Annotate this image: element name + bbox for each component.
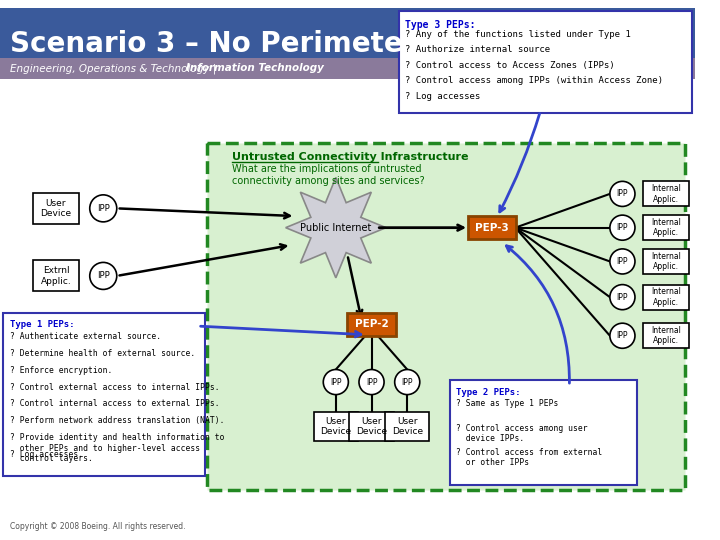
- Text: ? Provide identity and health information to
  other PEPs and to higher-level ac: ? Provide identity and health informatio…: [9, 433, 224, 463]
- Text: IPP: IPP: [616, 293, 628, 302]
- Text: ? Control external access to internal IPPs.: ? Control external access to internal IP…: [9, 382, 220, 392]
- Text: ? Control access among IPPs (within Access Zone): ? Control access among IPPs (within Acce…: [405, 76, 663, 85]
- FancyBboxPatch shape: [399, 11, 692, 113]
- Text: User
Device: User Device: [320, 417, 351, 436]
- FancyBboxPatch shape: [3, 313, 204, 476]
- FancyBboxPatch shape: [643, 323, 689, 348]
- Text: What are the implications of untrusted
connectivity among sites and services?: What are the implications of untrusted c…: [232, 164, 424, 186]
- Text: Internal
Applic.: Internal Applic.: [651, 326, 681, 346]
- Polygon shape: [286, 178, 386, 278]
- Circle shape: [90, 262, 117, 289]
- Text: ? Authorize internal source: ? Authorize internal source: [405, 45, 550, 55]
- Text: Scenario 3 – No Perimeter: Scenario 3 – No Perimeter: [9, 30, 416, 58]
- Text: User
Device: User Device: [40, 199, 71, 218]
- FancyBboxPatch shape: [314, 412, 358, 441]
- Text: ? Log accesses.: ? Log accesses.: [9, 450, 83, 459]
- Circle shape: [323, 369, 348, 395]
- Text: Internal
Applic.: Internal Applic.: [651, 287, 681, 307]
- Circle shape: [395, 369, 420, 395]
- Circle shape: [359, 369, 384, 395]
- Text: IPP: IPP: [97, 272, 109, 280]
- FancyBboxPatch shape: [468, 216, 516, 239]
- Text: Internal
Applic.: Internal Applic.: [651, 252, 681, 271]
- FancyBboxPatch shape: [33, 193, 79, 224]
- FancyBboxPatch shape: [643, 215, 689, 240]
- Text: ? Control internal access to external IPPs.: ? Control internal access to external IP…: [9, 400, 220, 408]
- Text: IPP: IPP: [330, 377, 341, 387]
- FancyBboxPatch shape: [643, 249, 689, 274]
- Text: ? Control access among user
  device IPPs.: ? Control access among user device IPPs.: [456, 423, 588, 443]
- FancyBboxPatch shape: [643, 181, 689, 206]
- Text: Extrnl
Applic.: Extrnl Applic.: [40, 266, 71, 286]
- Text: IPP: IPP: [616, 331, 628, 340]
- Text: ? Control access from external
  or other IPPs: ? Control access from external or other …: [456, 448, 603, 467]
- Text: ? Perform network address translation (NAT).: ? Perform network address translation (N…: [9, 416, 224, 426]
- FancyBboxPatch shape: [207, 143, 685, 490]
- Text: User
Device: User Device: [392, 417, 423, 436]
- Text: ? Authenticate external source.: ? Authenticate external source.: [9, 332, 161, 341]
- Text: ? Determine health of external source.: ? Determine health of external source.: [9, 349, 195, 358]
- FancyBboxPatch shape: [349, 412, 394, 441]
- FancyBboxPatch shape: [450, 380, 637, 485]
- Text: IPP: IPP: [97, 204, 109, 213]
- FancyBboxPatch shape: [643, 285, 689, 309]
- Text: Information Technology: Information Technology: [186, 63, 324, 73]
- Text: ? Same as Type 1 PEPs: ? Same as Type 1 PEPs: [456, 400, 559, 408]
- Text: ? Enforce encryption.: ? Enforce encryption.: [9, 366, 112, 375]
- Text: Type 3 PEPs:: Type 3 PEPs:: [405, 20, 476, 30]
- Text: Public Internet: Public Internet: [300, 222, 372, 233]
- Text: IPP: IPP: [402, 377, 413, 387]
- Circle shape: [610, 181, 635, 206]
- Text: ? Any of the functions listed under Type 1: ? Any of the functions listed under Type…: [405, 30, 631, 39]
- FancyBboxPatch shape: [0, 58, 695, 79]
- FancyBboxPatch shape: [33, 260, 79, 292]
- FancyBboxPatch shape: [347, 313, 396, 336]
- Text: Untrusted Connectivity Infrastructure: Untrusted Connectivity Infrastructure: [232, 152, 468, 163]
- Text: IPP: IPP: [616, 190, 628, 198]
- Text: Engineering, Operations & Technology |: Engineering, Operations & Technology |: [9, 63, 219, 73]
- Text: ? Log accesses: ? Log accesses: [405, 92, 480, 100]
- Circle shape: [90, 195, 117, 222]
- Text: IPP: IPP: [366, 377, 377, 387]
- Text: Copyright © 2008 Boeing. All rights reserved.: Copyright © 2008 Boeing. All rights rese…: [9, 522, 185, 531]
- Text: Internal
Applic.: Internal Applic.: [651, 184, 681, 204]
- Text: Internal
Applic.: Internal Applic.: [651, 218, 681, 238]
- Circle shape: [610, 249, 635, 274]
- Text: IPP: IPP: [616, 223, 628, 232]
- Text: Type 2 PEPs:: Type 2 PEPs:: [456, 388, 521, 397]
- Text: ? Control access to Access Zones (IPPs): ? Control access to Access Zones (IPPs): [405, 60, 615, 70]
- Text: PEP-2: PEP-2: [355, 319, 388, 329]
- Circle shape: [610, 323, 635, 348]
- Circle shape: [610, 215, 635, 240]
- Text: User
Device: User Device: [356, 417, 387, 436]
- Text: Type 1 PEPs:: Type 1 PEPs:: [9, 320, 74, 329]
- FancyBboxPatch shape: [385, 412, 429, 441]
- Text: IPP: IPP: [616, 257, 628, 266]
- Text: PEP-3: PEP-3: [475, 222, 509, 233]
- Circle shape: [610, 285, 635, 310]
- FancyBboxPatch shape: [0, 8, 695, 58]
